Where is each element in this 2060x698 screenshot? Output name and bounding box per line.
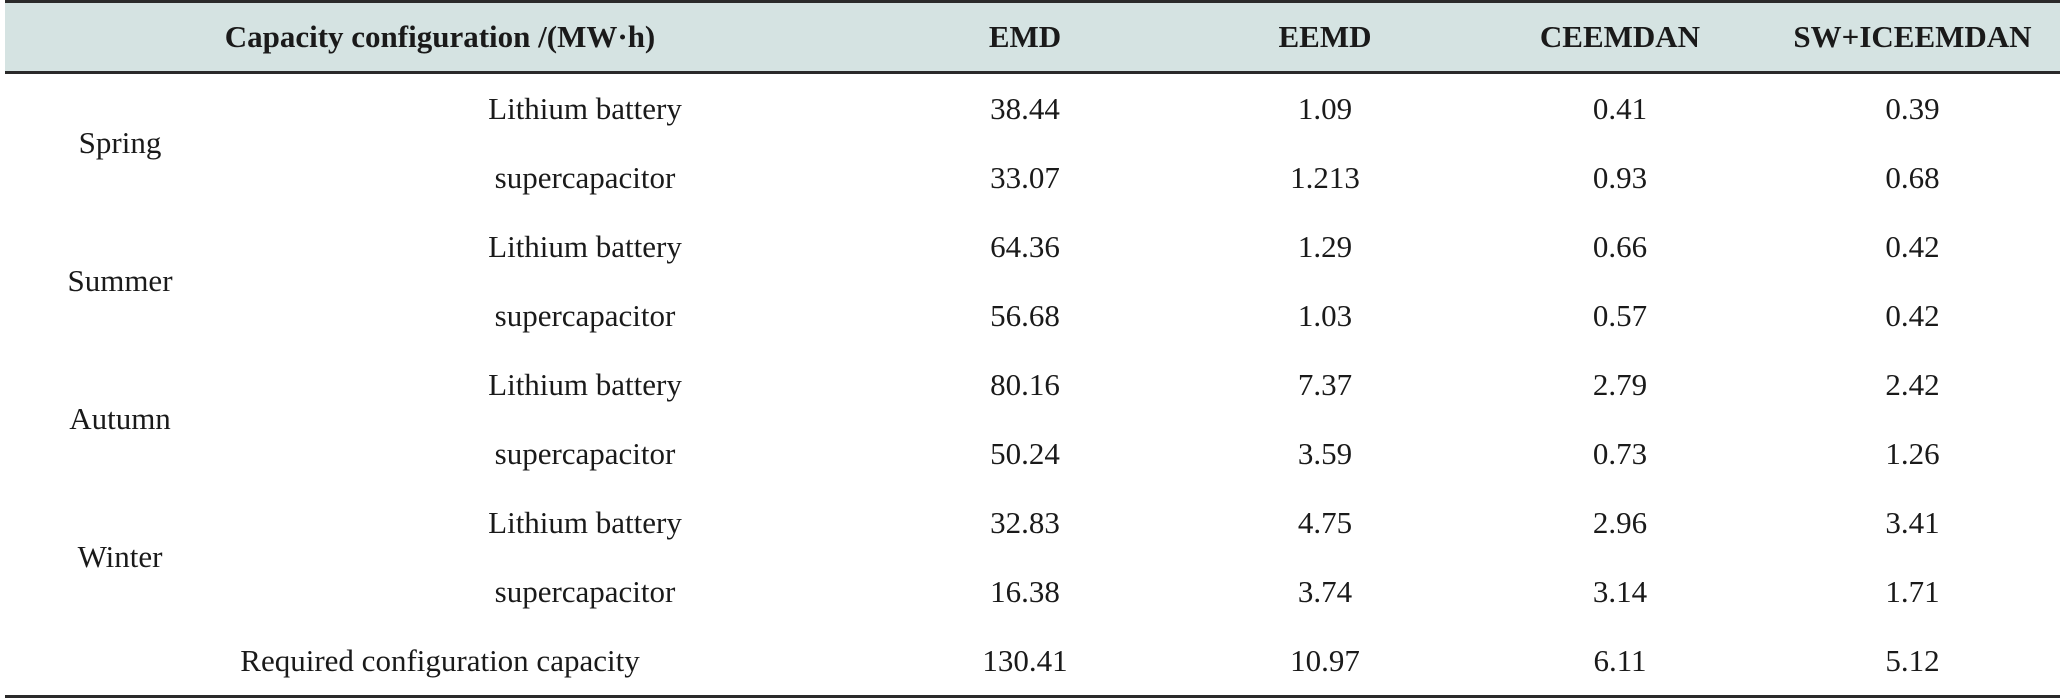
value-cell: 0.73 bbox=[1592, 435, 1648, 471]
storage-type-cell: Lithium battery bbox=[488, 90, 682, 126]
table-row: supercapacitor 56.68 1.03 0.57 0.42 bbox=[5, 281, 2060, 350]
value-cell: 0.57 bbox=[1592, 297, 1648, 333]
value-cell: 1.26 bbox=[1885, 435, 1940, 471]
value-cell: 3.14 bbox=[1592, 573, 1648, 609]
value-cell: 0.42 bbox=[1885, 228, 1940, 264]
value-cell: 3.74 bbox=[1297, 573, 1353, 609]
value-cell: 0.66 bbox=[1592, 228, 1648, 264]
value-cell: 2.42 bbox=[1885, 366, 1940, 402]
value-cell: 1.29 bbox=[1297, 228, 1353, 264]
value-cell: 0.41 bbox=[1592, 90, 1648, 126]
storage-type-cell: supercapacitor bbox=[494, 297, 676, 333]
value-cell: 50.24 bbox=[990, 435, 1060, 471]
table-row: supercapacitor 33.07 1.213 0.93 0.68 bbox=[5, 143, 2060, 212]
value-cell: 0.93 bbox=[1592, 159, 1648, 195]
value-cell: 3.59 bbox=[1297, 435, 1353, 471]
header-capacity-configuration: Capacity configuration /(MW·h) bbox=[5, 0, 875, 74]
value-cell: 2.96 bbox=[1592, 504, 1648, 540]
header-method-eemd: EEMD bbox=[1175, 0, 1475, 74]
value-cell: 0.42 bbox=[1885, 297, 1940, 333]
table-row: Winter Lithium battery 32.83 4.75 2.96 3… bbox=[5, 488, 2060, 575]
season-label-spring: Spring bbox=[78, 125, 162, 160]
table-row: Spring Lithium battery 38.44 1.09 0.41 0… bbox=[5, 73, 2060, 161]
total-value-cell: 130.41 bbox=[875, 626, 1175, 698]
total-label: Required configuration capacity bbox=[5, 626, 875, 698]
header-method-sw-iceemdan: SW+ICEEMDAN bbox=[1765, 0, 2060, 74]
season-label-autumn: Autumn bbox=[69, 401, 171, 436]
value-cell: 1.09 bbox=[1297, 90, 1353, 126]
storage-type-cell: Lithium battery bbox=[488, 366, 682, 402]
value-cell: 38.44 bbox=[990, 90, 1060, 126]
total-value-cell: 5.12 bbox=[1765, 626, 2060, 698]
storage-type-cell: supercapacitor bbox=[494, 159, 676, 195]
value-cell: 4.75 bbox=[1297, 504, 1353, 540]
total-row: Required configuration capacity 130.41 1… bbox=[5, 626, 2060, 698]
value-cell: 1.03 bbox=[1297, 297, 1353, 333]
table-row: supercapacitor 16.38 3.74 3.14 1.71 bbox=[5, 557, 2060, 626]
value-cell: 56.68 bbox=[990, 297, 1060, 333]
season-label-summer: Summer bbox=[67, 263, 173, 298]
total-value-cell: 10.97 bbox=[1175, 626, 1475, 698]
storage-type-cell: supercapacitor bbox=[494, 573, 676, 609]
capacity-table-container: Capacity configuration /(MW·h) EMD EEMD … bbox=[5, 0, 2060, 698]
storage-type-cell: Lithium battery bbox=[488, 504, 682, 540]
value-cell: 0.68 bbox=[1885, 159, 1940, 195]
value-cell: 80.16 bbox=[990, 366, 1060, 402]
capacity-configuration-table: Capacity configuration /(MW·h) EMD EEMD … bbox=[5, 0, 2060, 698]
value-cell: 1.71 bbox=[1885, 573, 1940, 609]
value-cell: 7.37 bbox=[1297, 366, 1353, 402]
total-value-cell: 6.11 bbox=[1475, 626, 1765, 698]
season-label-winter: Winter bbox=[77, 539, 163, 574]
header-method-ceemdan: CEEMDAN bbox=[1475, 0, 1765, 74]
header-method-emd: EMD bbox=[875, 0, 1175, 74]
value-cell: 3.41 bbox=[1885, 504, 1940, 540]
value-cell: 2.79 bbox=[1592, 366, 1648, 402]
value-cell: 1.213 bbox=[1290, 159, 1360, 195]
table-row: Autumn Lithium battery 80.16 7.37 2.79 2… bbox=[5, 350, 2060, 437]
header-row: Capacity configuration /(MW·h) EMD EEMD … bbox=[5, 0, 2060, 74]
table-row: Summer Lithium battery 64.36 1.29 0.66 0… bbox=[5, 212, 2060, 299]
table-row: supercapacitor 50.24 3.59 0.73 1.26 bbox=[5, 419, 2060, 488]
storage-type-cell: supercapacitor bbox=[494, 435, 676, 471]
value-cell: 32.83 bbox=[990, 504, 1060, 540]
value-cell: 16.38 bbox=[990, 573, 1060, 609]
value-cell: 0.39 bbox=[1885, 90, 1940, 126]
value-cell: 64.36 bbox=[990, 228, 1060, 264]
value-cell: 33.07 bbox=[990, 159, 1060, 195]
storage-type-cell: Lithium battery bbox=[488, 228, 682, 264]
